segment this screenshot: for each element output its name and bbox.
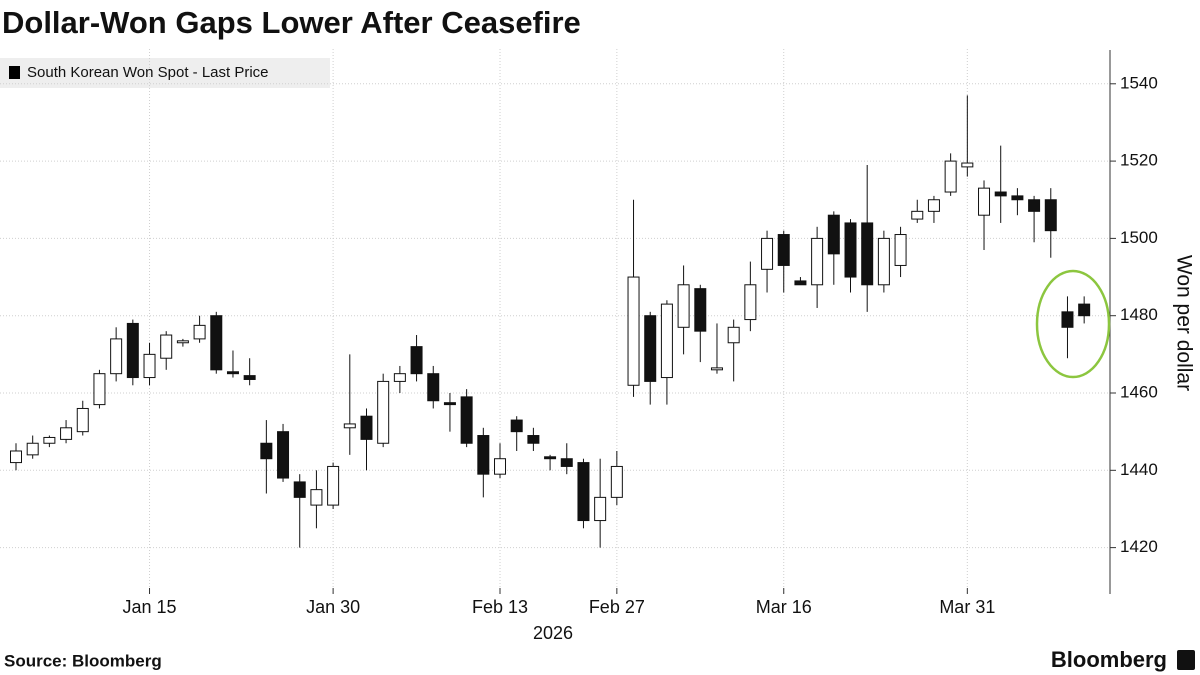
candle-body: [477, 435, 490, 475]
candle-body: [844, 222, 857, 278]
candle-body: [93, 373, 106, 406]
candle-body: [110, 338, 123, 375]
candle-body: [193, 324, 206, 340]
candle-body: [293, 481, 306, 498]
legend-box: [0, 58, 330, 88]
brand: Bloomberg: [1051, 647, 1167, 672]
candle-body: [694, 288, 707, 332]
candle-body: [811, 237, 824, 286]
candle-body: [877, 237, 890, 286]
chart-title: Dollar-Won Gaps Lower After Ceasefire: [2, 5, 581, 40]
candle-body: [60, 427, 73, 440]
y-axis-title: Won per dollar: [1172, 255, 1195, 391]
candle-body: [777, 234, 790, 266]
y-tick-label: 1540: [1120, 73, 1158, 92]
candle-body: [126, 322, 139, 379]
candle-body: [393, 373, 406, 382]
candle-body: [427, 373, 440, 402]
candle-body: [210, 315, 223, 371]
y-tick-label: 1520: [1120, 151, 1158, 170]
candle-body: [761, 237, 774, 270]
candle-body: [610, 465, 623, 498]
candle-body: [176, 340, 189, 344]
candle-body: [710, 367, 723, 371]
candle-body: [327, 465, 340, 506]
candle-body: [1011, 195, 1024, 201]
candle-body: [310, 489, 323, 506]
candle-body: [10, 450, 22, 464]
legend-label: South Korean Won Spot - Last Price: [27, 64, 269, 81]
candle-body: [627, 276, 640, 386]
y-tick-label: 1460: [1120, 382, 1158, 401]
y-tick-label: 1420: [1120, 537, 1158, 556]
candle-body: [360, 415, 373, 440]
candle-body: [644, 315, 657, 382]
candle-body: [961, 162, 974, 168]
x-tick-label: Feb 27: [589, 597, 645, 617]
highlight-ellipse: [1035, 269, 1111, 379]
y-tick-label: 1500: [1120, 228, 1158, 247]
candle-body: [927, 199, 940, 212]
x-tick-label: Mar 31: [939, 597, 995, 617]
candle-body: [226, 371, 239, 375]
candle-body: [343, 423, 356, 429]
candle-body: [460, 396, 473, 444]
plot: 1420 1440 1460 1480 1500 1520 1540 Jan 15 Jan 30…: [0, 49, 1158, 617]
candle-body: [243, 375, 256, 380]
candle-body: [43, 436, 56, 444]
candle-body: [544, 456, 557, 460]
candle-body: [677, 284, 690, 328]
candle-body: [1061, 311, 1074, 328]
candle-body: [560, 458, 573, 467]
y-tick-label: 1480: [1120, 305, 1158, 324]
x-tick-label: Mar 16: [756, 597, 812, 617]
candle-body: [861, 222, 874, 286]
candle-body: [494, 458, 507, 475]
candle-body: [143, 353, 156, 379]
candle-body: [978, 187, 991, 216]
candle-body: [660, 303, 673, 379]
x-tick-label: Jan 15: [122, 597, 176, 617]
candle-body: [1078, 303, 1091, 317]
x-axis-title: 2026: [533, 623, 573, 643]
candle-body: [410, 346, 423, 375]
candle-body: [76, 407, 89, 433]
candle-body: [577, 462, 590, 522]
candle-body: [594, 496, 607, 522]
candle-body: [1044, 199, 1057, 232]
candle-body: [160, 334, 173, 359]
brand-icon: [1177, 650, 1195, 670]
candle-body: [510, 419, 523, 433]
x-tick-label: Jan 30: [306, 597, 360, 617]
candle-body: [277, 431, 290, 479]
x-tick-label: Feb 13: [472, 597, 528, 617]
candle-body: [827, 214, 840, 255]
candle-body: [26, 442, 39, 456]
candle-body: [260, 442, 273, 460]
candle-body: [443, 402, 456, 406]
candle-body: [727, 326, 740, 344]
candle-body: [1028, 199, 1041, 212]
candle-body: [944, 160, 957, 193]
candle-body: [377, 380, 390, 444]
candle-body: [911, 210, 924, 220]
y-tick-label: 1440: [1120, 460, 1158, 479]
legend-swatch: [9, 66, 20, 79]
candle-body: [794, 280, 807, 286]
candle-body: [527, 435, 540, 444]
candle-body: [744, 284, 757, 321]
source: Source: Bloomberg: [4, 651, 162, 670]
candle-body: [894, 234, 907, 266]
candle-body: [994, 191, 1007, 197]
